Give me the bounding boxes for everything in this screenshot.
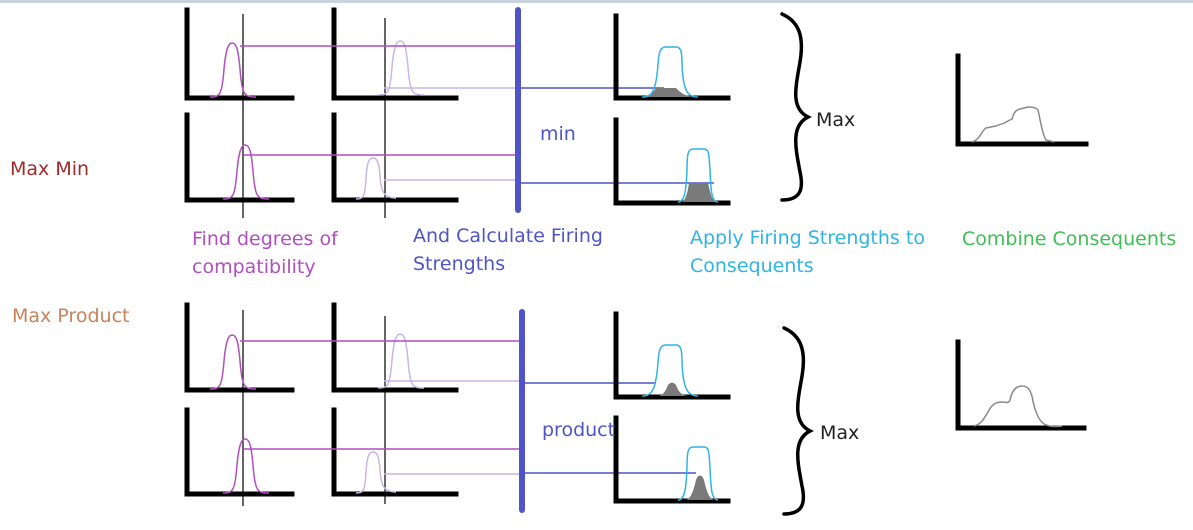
combine-consequents-label: Combine Consequents (962, 228, 1177, 250)
find-compatibility-line2: compatibility (192, 256, 316, 278)
maxmin-input-axes (184, 7, 459, 203)
input-mf-1a (209, 42, 257, 98)
apply-firing-line1: Apply Firing Strengths to (690, 227, 925, 249)
firing-strengths-line2: Strengths (413, 253, 506, 275)
maxproduct-consequent-2 (677, 446, 719, 501)
maxproduct-section (184, 302, 1087, 516)
maxmin-consequent-1 (641, 46, 699, 98)
axis-1b (331, 7, 459, 101)
axis-2b (331, 112, 459, 203)
maxmin-consequent-2 (677, 148, 719, 203)
maxproduct-scaled-1 (658, 382, 688, 396)
input-mf-2a (222, 144, 270, 200)
find-compatibility-line1: Find degrees of (192, 228, 338, 250)
max-min-label: Max Min (10, 158, 90, 180)
maxmin-consequent-axes (613, 13, 731, 206)
product-label: product (542, 419, 616, 441)
apply-firing-line2: Consequents (690, 255, 814, 277)
axis-1a (184, 7, 295, 101)
max-label-bottom: Max (820, 422, 860, 444)
maxmin-clipped-1 (640, 88, 694, 97)
firing-strengths-line1: And Calculate Firing (413, 225, 603, 247)
input-mf-2b (355, 157, 397, 200)
maxmin-combined-output (971, 106, 1055, 143)
max-brace-bottom (782, 326, 814, 516)
max-product-label: Max Product (12, 305, 130, 327)
maxproduct-scaled-2 (686, 475, 714, 500)
maxproduct-input-axes (184, 302, 459, 497)
min-label: min (540, 123, 576, 145)
maxmin-clipped-2 (682, 183, 716, 202)
maxproduct-combined-output (973, 385, 1063, 428)
top-border (0, 0, 1193, 3)
axis-2a (184, 112, 295, 203)
max-brace-top (780, 12, 812, 202)
max-label-top: Max (816, 109, 856, 131)
maxmin-section (184, 7, 1089, 218)
maxproduct-consequent-1 (641, 344, 699, 397)
